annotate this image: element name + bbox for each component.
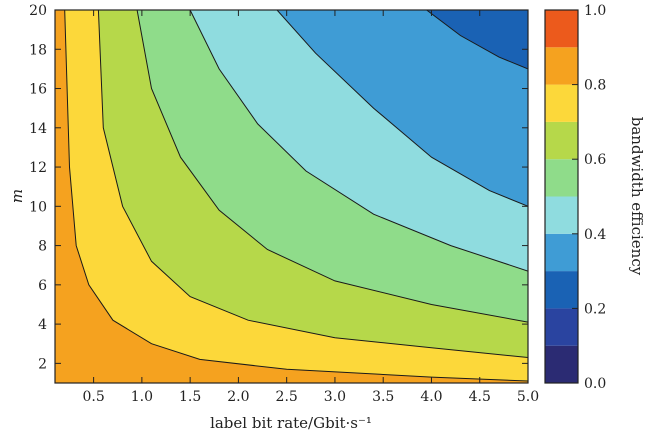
x-tick-label: 5.0 xyxy=(517,389,539,405)
x-tick-label: 3.5 xyxy=(372,389,394,405)
contour-line-0.8 xyxy=(64,10,528,382)
colorbar-tick-label: 0.2 xyxy=(584,301,606,317)
x-axis-label: label bit rate/Gbit·s⁻¹ xyxy=(210,414,372,432)
colorbar-tick-label: 0.6 xyxy=(584,152,606,168)
colorbar-swatch xyxy=(545,84,578,122)
x-tick-label: 1.0 xyxy=(131,389,153,405)
colorbar-swatch xyxy=(545,121,578,160)
y-axis-label: m xyxy=(8,189,26,203)
y-tick-label: 10 xyxy=(29,199,47,215)
colorbar-swatch xyxy=(545,271,578,309)
plot-frame xyxy=(54,9,529,384)
colorbar-swatch xyxy=(545,10,578,48)
contour-line-0.3 xyxy=(426,10,528,70)
colorbar-tick-label: 0.0 xyxy=(584,376,606,392)
y-axis: 2 4 6 8 10 12 14 16 18 20 xyxy=(29,3,528,372)
plot-area: 0.5 1.0 1.5 2.0 2.5 3.0 3.5 4.0 4.5 5.0 2 4 6 8 10 12 1… xyxy=(29,3,539,405)
colorbar-frame xyxy=(544,9,579,384)
x-tick-label: 4.5 xyxy=(469,389,491,405)
x-tick-label: 4.0 xyxy=(420,389,442,405)
contour-line-0.4 xyxy=(276,10,528,207)
y-tick-label: 6 xyxy=(38,278,47,294)
y-tick-label: 8 xyxy=(38,239,47,255)
contour-region-0.3 xyxy=(277,10,528,207)
x-tick-label: 2.5 xyxy=(276,389,298,405)
colorbar-swatch xyxy=(545,308,578,346)
y-tick-label: 18 xyxy=(29,42,47,58)
x-tick-label: 2.0 xyxy=(227,389,249,405)
colorbar-tick-label: 0.8 xyxy=(584,78,606,94)
x-tick-label: 0.5 xyxy=(82,389,104,405)
y-tick-label: 4 xyxy=(38,317,47,333)
y-tick-label: 2 xyxy=(38,356,47,372)
colorbar-tick-label: 1.0 xyxy=(584,3,606,19)
contour-region-0.2 xyxy=(426,10,528,69)
colorbar-swatch xyxy=(545,345,578,383)
contour-line-0.7 xyxy=(97,10,528,358)
colorbar-swatch xyxy=(545,47,578,85)
y-tick-label: 16 xyxy=(29,82,47,98)
colorbar: 0.0 0.2 0.4 0.6 0.8 1.0 xyxy=(544,3,606,392)
x-axis: 0.5 1.0 1.5 2.0 2.5 3.0 3.5 4.0 4.5 5.0 xyxy=(82,10,539,405)
contour-line-0.5 xyxy=(189,10,528,272)
colorbar-swatch xyxy=(545,196,578,234)
colorbar-tick-label: 0.4 xyxy=(584,227,606,243)
x-tick-label: 1.5 xyxy=(179,389,201,405)
colorbar-swatch xyxy=(545,233,578,272)
colorbar-label: bandwidth efficiency xyxy=(628,117,646,276)
y-tick-label: 20 xyxy=(29,3,47,19)
colorbar-swatch xyxy=(545,159,578,197)
x-tick-label: 3.0 xyxy=(324,389,346,405)
contour-line-0.6 xyxy=(136,10,528,323)
y-tick-label: 12 xyxy=(29,160,47,176)
y-tick-label: 14 xyxy=(29,121,47,137)
